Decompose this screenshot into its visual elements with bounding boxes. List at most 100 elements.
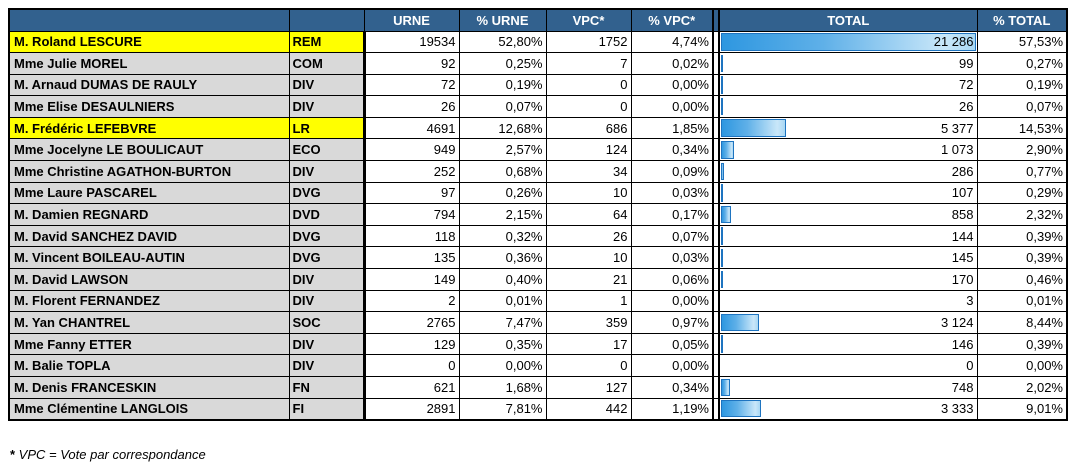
pct-urne-cell[interactable]: 0,36%	[458, 246, 547, 270]
party-cell[interactable]: COM	[288, 52, 366, 75]
urne-cell[interactable]: 0	[363, 354, 460, 377]
pct-urne-cell[interactable]: 1,68%	[458, 376, 547, 399]
pct-vpc-cell[interactable]: 0,00%	[630, 73, 714, 97]
party-cell[interactable]: FN	[288, 376, 366, 399]
pct-vpc-cell[interactable]: 1,85%	[630, 116, 714, 140]
party-cell[interactable]: DVD	[288, 203, 366, 226]
urne-cell[interactable]: 92	[363, 52, 460, 75]
total-cell[interactable]: 99	[718, 52, 978, 75]
pct-total-cell[interactable]: 0,01%	[976, 289, 1068, 313]
pct-urne-cell[interactable]: 52,80%	[458, 30, 547, 54]
pct-urne-cell[interactable]: 2,15%	[458, 203, 547, 226]
pct-total-cell[interactable]: 0,19%	[976, 73, 1068, 97]
pct-total-cell[interactable]: 0,39%	[976, 246, 1068, 270]
vpc-cell[interactable]: 0	[545, 354, 632, 377]
pct-urne-cell[interactable]: 2,57%	[458, 138, 547, 162]
pct-urne-cell[interactable]: 7,47%	[458, 311, 547, 334]
urne-cell[interactable]: 2891	[363, 397, 460, 421]
party-cell[interactable]: DVG	[288, 246, 366, 270]
pct-vpc-cell[interactable]: 0,34%	[630, 138, 714, 162]
candidate-name-cell[interactable]: M. David SANCHEZ DAVID	[8, 224, 290, 248]
candidate-name-cell[interactable]: M. David LAWSON	[8, 268, 290, 291]
header-name-cell[interactable]	[8, 8, 290, 32]
pct-total-cell[interactable]: 0,07%	[976, 95, 1068, 118]
candidate-name-cell[interactable]: M. Arnaud DUMAS DE RAULY	[8, 73, 290, 97]
party-cell[interactable]: DVG	[288, 224, 366, 248]
party-cell[interactable]: FI	[288, 397, 366, 421]
pct-urne-cell[interactable]: 0,40%	[458, 268, 547, 291]
pct-vpc-cell[interactable]: 0,06%	[630, 268, 714, 291]
total-cell[interactable]: 286	[718, 160, 978, 183]
vpc-cell[interactable]: 34	[545, 160, 632, 183]
vpc-cell[interactable]: 26	[545, 224, 632, 248]
total-cell[interactable]: 145	[718, 246, 978, 270]
pct-urne-cell[interactable]: 7,81%	[458, 397, 547, 421]
candidate-name-cell[interactable]: Mme Julie MOREL	[8, 52, 290, 75]
pct-vpc-cell[interactable]: 0,34%	[630, 376, 714, 399]
header-party-cell[interactable]	[288, 8, 365, 32]
pct-vpc-cell[interactable]: 0,00%	[630, 95, 714, 118]
vpc-cell[interactable]: 0	[545, 73, 632, 97]
vpc-cell[interactable]: 442	[545, 397, 632, 421]
vpc-cell[interactable]: 686	[545, 116, 632, 140]
party-cell[interactable]: DIV	[288, 95, 366, 118]
party-cell[interactable]: DVG	[288, 181, 366, 205]
vpc-cell[interactable]: 7	[545, 52, 632, 75]
party-cell[interactable]: DIV	[288, 73, 366, 97]
urne-cell[interactable]: 135	[363, 246, 460, 270]
party-cell[interactable]: DIV	[288, 354, 366, 377]
pct-vpc-cell[interactable]: 0,03%	[630, 246, 714, 270]
pct-total-cell[interactable]: 57,53%	[976, 30, 1068, 54]
total-cell[interactable]: 5 377	[718, 116, 978, 140]
pct-total-cell[interactable]: 9,01%	[976, 397, 1068, 421]
total-cell[interactable]: 107	[718, 181, 978, 205]
party-cell[interactable]: DIV	[288, 160, 366, 183]
candidate-name-cell[interactable]: M. Frédéric LEFEBVRE	[8, 116, 290, 140]
pct-vpc-cell[interactable]: 0,09%	[630, 160, 714, 183]
urne-cell[interactable]: 118	[363, 224, 460, 248]
pct-vpc-cell[interactable]: 0,07%	[630, 224, 714, 248]
pct-vpc-cell[interactable]: 0,05%	[630, 332, 714, 356]
vpc-cell[interactable]: 1752	[545, 30, 632, 54]
pct-urne-cell[interactable]: 0,25%	[458, 52, 547, 75]
total-cell[interactable]: 170	[718, 268, 978, 291]
header-pct-vpc[interactable]: % VPC*	[630, 8, 714, 32]
total-cell[interactable]: 858	[718, 203, 978, 226]
party-cell[interactable]: LR	[288, 116, 366, 140]
candidate-name-cell[interactable]: M. Florent FERNANDEZ	[8, 289, 290, 313]
urne-cell[interactable]: 252	[363, 160, 460, 183]
pct-total-cell[interactable]: 2,32%	[976, 203, 1068, 226]
pct-total-cell[interactable]: 14,53%	[976, 116, 1068, 140]
vpc-cell[interactable]: 359	[545, 311, 632, 334]
vpc-cell[interactable]: 17	[545, 332, 632, 356]
urne-cell[interactable]: 97	[363, 181, 460, 205]
urne-cell[interactable]: 621	[363, 376, 460, 399]
urne-cell[interactable]: 72	[363, 73, 460, 97]
urne-cell[interactable]: 2765	[363, 311, 460, 334]
pct-total-cell[interactable]: 0,39%	[976, 332, 1068, 356]
vpc-cell[interactable]: 124	[545, 138, 632, 162]
pct-total-cell[interactable]: 0,29%	[976, 181, 1068, 205]
candidate-name-cell[interactable]: M. Vincent BOILEAU-AUTIN	[8, 246, 290, 270]
pct-total-cell[interactable]: 0,46%	[976, 268, 1068, 291]
header-vpc[interactable]: VPC*	[545, 8, 632, 32]
urne-cell[interactable]: 949	[363, 138, 460, 162]
pct-vpc-cell[interactable]: 0,00%	[630, 289, 714, 313]
pct-urne-cell[interactable]: 0,32%	[458, 224, 547, 248]
vpc-cell[interactable]: 21	[545, 268, 632, 291]
pct-urne-cell[interactable]: 0,68%	[458, 160, 547, 183]
total-cell[interactable]: 144	[718, 224, 978, 248]
pct-urne-cell[interactable]: 0,07%	[458, 95, 547, 118]
pct-urne-cell[interactable]: 12,68%	[458, 116, 547, 140]
candidate-name-cell[interactable]: M. Damien REGNARD	[8, 203, 290, 226]
total-cell[interactable]: 748	[718, 376, 978, 399]
pct-urne-cell[interactable]: 0,19%	[458, 73, 547, 97]
pct-urne-cell[interactable]: 0,26%	[458, 181, 547, 205]
vpc-cell[interactable]: 64	[545, 203, 632, 226]
pct-vpc-cell[interactable]: 0,97%	[630, 311, 714, 334]
party-cell[interactable]: ECO	[288, 138, 366, 162]
urne-cell[interactable]: 149	[363, 268, 460, 291]
pct-total-cell[interactable]: 0,00%	[976, 354, 1068, 377]
party-cell[interactable]: DIV	[288, 268, 366, 291]
candidate-name-cell[interactable]: Mme Jocelyne LE BOULICAUT	[8, 138, 290, 162]
